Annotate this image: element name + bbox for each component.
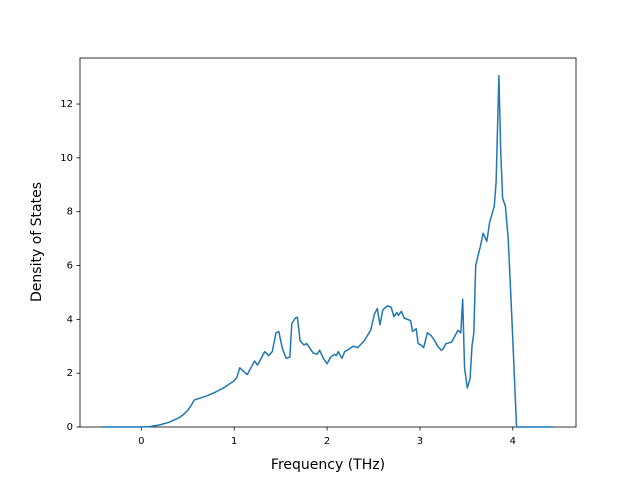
x-tick-label: 4 xyxy=(510,436,516,447)
x-axis-label: Frequency (THz) xyxy=(271,457,385,473)
x-tick-label: 1 xyxy=(231,436,237,447)
y-tick-label: 10 xyxy=(60,153,73,164)
y-tick-label: 4 xyxy=(67,314,73,325)
y-tick-label: 12 xyxy=(60,99,73,110)
y-tick-label: 2 xyxy=(67,368,73,379)
y-tick-label: 8 xyxy=(67,207,73,218)
x-tick-label: 0 xyxy=(138,436,144,447)
x-tick-label: 2 xyxy=(324,436,330,447)
line xyxy=(102,75,554,428)
y-tick-label: 6 xyxy=(67,261,73,272)
x-tick-label: 3 xyxy=(417,436,423,447)
y-tick-label: 0 xyxy=(67,422,73,433)
plot-frame xyxy=(79,57,577,428)
y-axis-label: Density of States xyxy=(29,182,45,302)
